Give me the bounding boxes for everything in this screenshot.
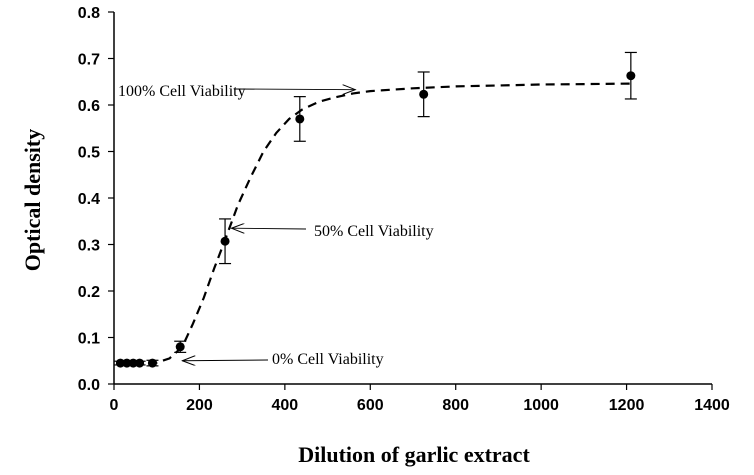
data-point — [147, 358, 157, 368]
x-tick-label: 800 — [442, 397, 469, 414]
y-tick-label: 0.6 — [78, 98, 100, 115]
data-point — [419, 89, 429, 99]
fit-curve-group — [118, 82, 631, 365]
annotation-label: 100% Cell Viability — [118, 83, 246, 100]
y-tick-label: 0.1 — [78, 331, 100, 348]
y-tick-label: 0.3 — [78, 238, 100, 255]
annotation-arrow — [233, 89, 355, 90]
data-point — [135, 358, 145, 368]
data-point-group — [624, 51, 637, 100]
y-axis-title: Optical density — [20, 129, 45, 271]
annotation-arrow — [182, 360, 269, 361]
data-point — [175, 342, 185, 352]
data-point-group — [174, 340, 187, 353]
data-point-group — [293, 96, 306, 142]
tick-marks: 0 200 400 600 800 1000 1200 1400 0.0 0.1 0.2 0.3 0.4… — [78, 5, 730, 414]
annotation-label: 50% Cell Viability — [314, 223, 434, 240]
annotation: 100% Cell Viability — [118, 83, 355, 100]
annotation-label: 0% Cell Viability — [272, 351, 384, 368]
annotation-arrow — [231, 228, 307, 229]
x-tick-label: 1000 — [523, 397, 559, 414]
x-tick-label: 200 — [186, 397, 213, 414]
x-tick-label: 1200 — [609, 397, 645, 414]
data-points — [114, 51, 637, 368]
annotations: 100% Cell Viability 50% Cell Viability 0% … — [118, 83, 434, 368]
y-tick-label: 0.7 — [78, 52, 100, 69]
x-tick-label: 400 — [272, 397, 299, 414]
axes — [113, 12, 712, 385]
y-tick-label: 0.4 — [78, 191, 100, 208]
fit-curve — [118, 82, 631, 365]
x-tick-label: 0 — [110, 397, 119, 414]
x-tick-label: 600 — [357, 397, 384, 414]
data-point-group — [219, 218, 232, 265]
y-tick-label: 0.8 — [78, 5, 100, 22]
annotation: 50% Cell Viability — [231, 223, 434, 240]
x-axis-title: Dilution of garlic extract — [298, 442, 530, 467]
y-tick-label: 0.5 — [78, 145, 100, 162]
data-point-group — [417, 71, 430, 118]
data-point — [295, 114, 305, 124]
annotation: 0% Cell Viability — [182, 351, 384, 368]
data-point-group — [133, 358, 146, 368]
x-tick-label: 1400 — [694, 397, 730, 414]
y-tick-label: 0.0 — [78, 377, 100, 394]
data-point-group — [146, 358, 159, 368]
data-point — [220, 236, 230, 246]
y-tick-label: 0.2 — [78, 284, 100, 301]
data-point — [626, 71, 636, 81]
